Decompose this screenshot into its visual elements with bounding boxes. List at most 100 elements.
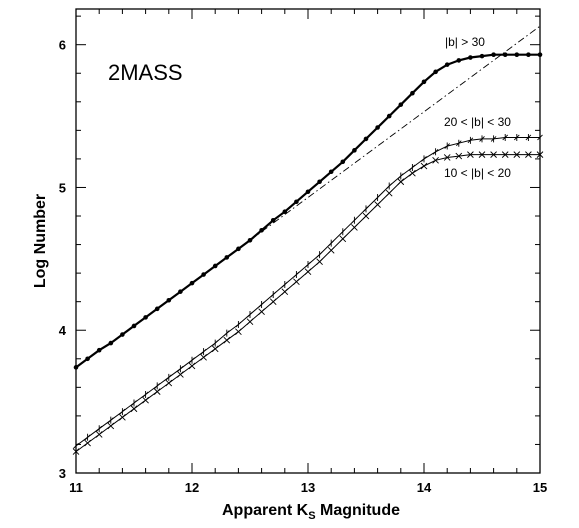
series-high-latitude bbox=[73, 52, 543, 370]
data-point bbox=[247, 237, 253, 243]
data-point bbox=[153, 388, 161, 395]
data-point bbox=[177, 365, 184, 373]
data-point bbox=[385, 189, 393, 197]
data-point bbox=[410, 90, 415, 96]
data-point bbox=[304, 268, 312, 276]
reference-line-group bbox=[249, 25, 541, 241]
data-point bbox=[363, 136, 369, 142]
data-point bbox=[258, 308, 265, 315]
data-point bbox=[84, 439, 91, 447]
data-point bbox=[165, 373, 172, 381]
data-point bbox=[467, 136, 474, 144]
data-point bbox=[490, 135, 497, 143]
data-point bbox=[362, 212, 370, 220]
data-point bbox=[491, 52, 496, 57]
y-tick-label: 3 bbox=[59, 466, 66, 481]
data-point bbox=[73, 442, 79, 450]
data-point bbox=[154, 306, 160, 312]
series-line bbox=[75, 53, 540, 369]
data-point bbox=[386, 182, 393, 190]
data-point bbox=[339, 235, 347, 243]
series-line bbox=[75, 154, 540, 453]
series-mid-latitude bbox=[73, 133, 543, 450]
data-point bbox=[501, 151, 509, 158]
data-point bbox=[525, 151, 532, 158]
data-point bbox=[432, 148, 439, 156]
data-point bbox=[189, 356, 195, 364]
data-point bbox=[351, 216, 358, 224]
y-axis-title: Log Number bbox=[32, 194, 49, 288]
data-point bbox=[478, 151, 486, 158]
data-point bbox=[456, 58, 462, 63]
data-point bbox=[107, 422, 115, 430]
data-point bbox=[85, 356, 90, 362]
data-point bbox=[397, 178, 405, 186]
x-tick-labels: 11 12 13 14 15 bbox=[69, 480, 547, 495]
data-point bbox=[327, 246, 335, 254]
data-point bbox=[212, 263, 218, 269]
data-point bbox=[142, 390, 149, 398]
data-point bbox=[154, 382, 161, 390]
data-point bbox=[200, 348, 207, 356]
data-point bbox=[212, 339, 219, 347]
data-point bbox=[305, 189, 311, 195]
data-point bbox=[247, 311, 253, 319]
data-point bbox=[444, 62, 450, 67]
data-point bbox=[352, 148, 357, 153]
data-point bbox=[235, 321, 242, 329]
data-point bbox=[409, 163, 416, 171]
data-point bbox=[375, 125, 380, 130]
data-point bbox=[386, 113, 392, 119]
data-point bbox=[108, 340, 114, 346]
data-point bbox=[513, 133, 520, 141]
data-point bbox=[269, 298, 277, 305]
series-label-high-latitude: |b| > 30 bbox=[445, 35, 485, 49]
data-point bbox=[107, 416, 114, 424]
data-point bbox=[374, 201, 381, 208]
data-point bbox=[282, 209, 288, 215]
data-point bbox=[514, 52, 520, 57]
data-point bbox=[537, 52, 543, 57]
data-point bbox=[526, 52, 531, 57]
data-point bbox=[421, 79, 427, 85]
data-point bbox=[513, 151, 521, 158]
data-point bbox=[444, 142, 451, 150]
data-point bbox=[316, 258, 323, 266]
y-tick-label: 4 bbox=[59, 323, 67, 338]
data-point bbox=[142, 396, 149, 404]
x-tick-label: 15 bbox=[533, 480, 547, 495]
data-point bbox=[397, 172, 404, 180]
x-tick-label: 12 bbox=[185, 480, 199, 495]
data-point bbox=[258, 301, 265, 309]
data-point bbox=[178, 289, 183, 294]
data-point bbox=[165, 379, 173, 387]
panel-label: 2MASS bbox=[108, 60, 183, 85]
data-point bbox=[363, 205, 369, 213]
data-point bbox=[294, 199, 299, 205]
data-point bbox=[119, 408, 126, 416]
x-tick-label: 14 bbox=[417, 480, 432, 495]
data-point bbox=[502, 133, 509, 141]
data-point bbox=[200, 354, 207, 361]
data-point bbox=[130, 405, 138, 413]
data-point bbox=[96, 425, 103, 433]
y-tick-label: 6 bbox=[59, 38, 66, 53]
data-point bbox=[281, 281, 288, 289]
data-point bbox=[468, 55, 473, 60]
data-point bbox=[479, 53, 485, 59]
data-point bbox=[223, 329, 230, 337]
data-point bbox=[120, 332, 125, 337]
data-point bbox=[340, 159, 346, 165]
data-point bbox=[317, 179, 322, 185]
data-point bbox=[73, 365, 79, 370]
data-point bbox=[293, 278, 300, 286]
data-point bbox=[201, 272, 206, 277]
data-point bbox=[432, 157, 439, 164]
data-point bbox=[84, 433, 91, 441]
data-point bbox=[281, 288, 289, 296]
data-point bbox=[443, 154, 451, 161]
data-point bbox=[351, 224, 358, 231]
data-point bbox=[236, 246, 241, 252]
data-point bbox=[328, 169, 334, 175]
reference-line bbox=[249, 25, 541, 241]
